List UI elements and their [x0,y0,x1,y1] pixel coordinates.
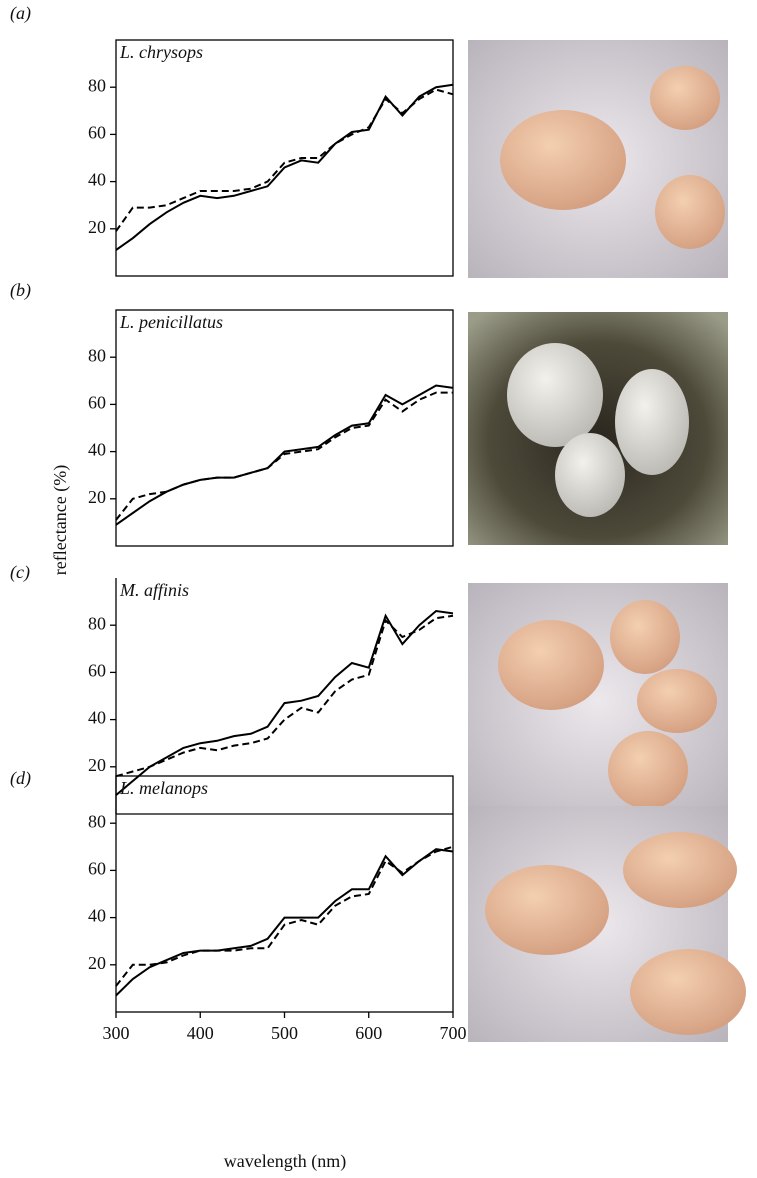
y-tick-label: 80 [88,811,106,831]
y-tick-label: 60 [88,393,106,413]
x-tick-label: 700 [440,1023,467,1043]
dashed-line [116,616,453,776]
y-tick-label: 20 [88,953,106,973]
plot-frame [116,310,453,546]
photo-c [468,583,728,818]
y-tick-label: 40 [88,440,106,460]
y-tick-label: 80 [88,345,106,365]
panel-label: (a) [10,3,31,24]
y-tick-label: 20 [88,487,106,507]
panel-title: L. penicillatus [119,312,223,332]
y-tick-label: 80 [88,613,106,633]
x-tick-label: 500 [271,1023,298,1043]
figure: reflectance (%) wavelength (nm) (a) L. ch… [0,0,757,1178]
solid-line [116,85,453,250]
panel-title: L. melanops [119,778,208,798]
photo-a [468,40,728,278]
x-tick-label: 600 [355,1023,382,1043]
dashed-line [116,847,453,986]
y-tick-label: 80 [88,75,106,95]
y-tick-label: 60 [88,859,106,879]
y-tick-label: 40 [88,708,106,728]
photo-d [468,806,746,1042]
panel-label: (c) [10,562,30,583]
x-axis-label: wavelength (nm) [224,1151,346,1172]
y-tick-label: 40 [88,170,106,190]
y-axis-label: reflectance (%) [50,465,71,575]
solid-line [116,849,453,995]
panel-title: M. affinis [119,580,189,600]
y-tick-label: 20 [88,755,106,775]
y-tick-label: 40 [88,906,106,926]
solid-line [116,611,453,795]
dashed-line [116,90,453,232]
x-tick-label: 400 [187,1023,214,1043]
plot-frame [116,776,453,1012]
y-tick-label: 60 [88,123,106,143]
y-tick-label: 60 [88,661,106,681]
photo-b [468,312,728,545]
x-tick-label: 300 [103,1023,130,1043]
plot-frame [116,40,453,276]
panel-label: (b) [10,280,31,301]
y-tick-label: 20 [88,217,106,237]
dashed-line [116,393,453,520]
panel-title: L. chrysops [119,42,203,62]
panel-label: (d) [10,768,31,789]
